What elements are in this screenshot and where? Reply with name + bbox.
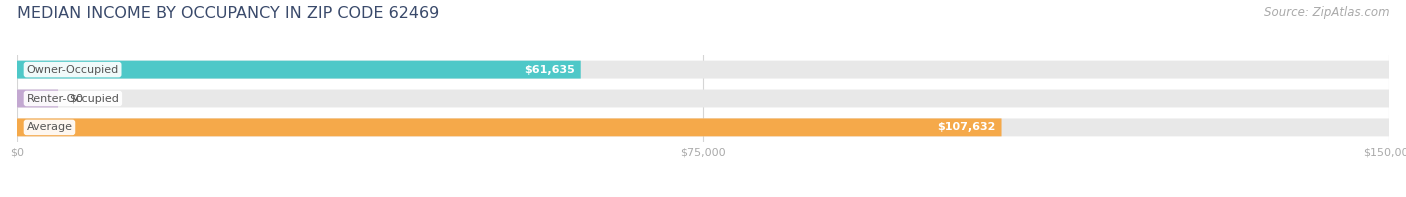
Text: $61,635: $61,635 [524,65,575,75]
Text: $107,632: $107,632 [938,122,995,132]
FancyBboxPatch shape [17,61,1389,79]
Text: Owner-Occupied: Owner-Occupied [27,65,118,75]
FancyBboxPatch shape [17,118,1389,136]
FancyBboxPatch shape [17,90,58,107]
Text: Average: Average [27,122,73,132]
Text: MEDIAN INCOME BY OCCUPANCY IN ZIP CODE 62469: MEDIAN INCOME BY OCCUPANCY IN ZIP CODE 6… [17,6,439,21]
Text: $0: $0 [69,94,83,103]
FancyBboxPatch shape [17,90,1389,107]
Text: Source: ZipAtlas.com: Source: ZipAtlas.com [1264,6,1389,19]
FancyBboxPatch shape [17,118,1001,136]
Text: Renter-Occupied: Renter-Occupied [27,94,120,103]
FancyBboxPatch shape [17,61,581,79]
